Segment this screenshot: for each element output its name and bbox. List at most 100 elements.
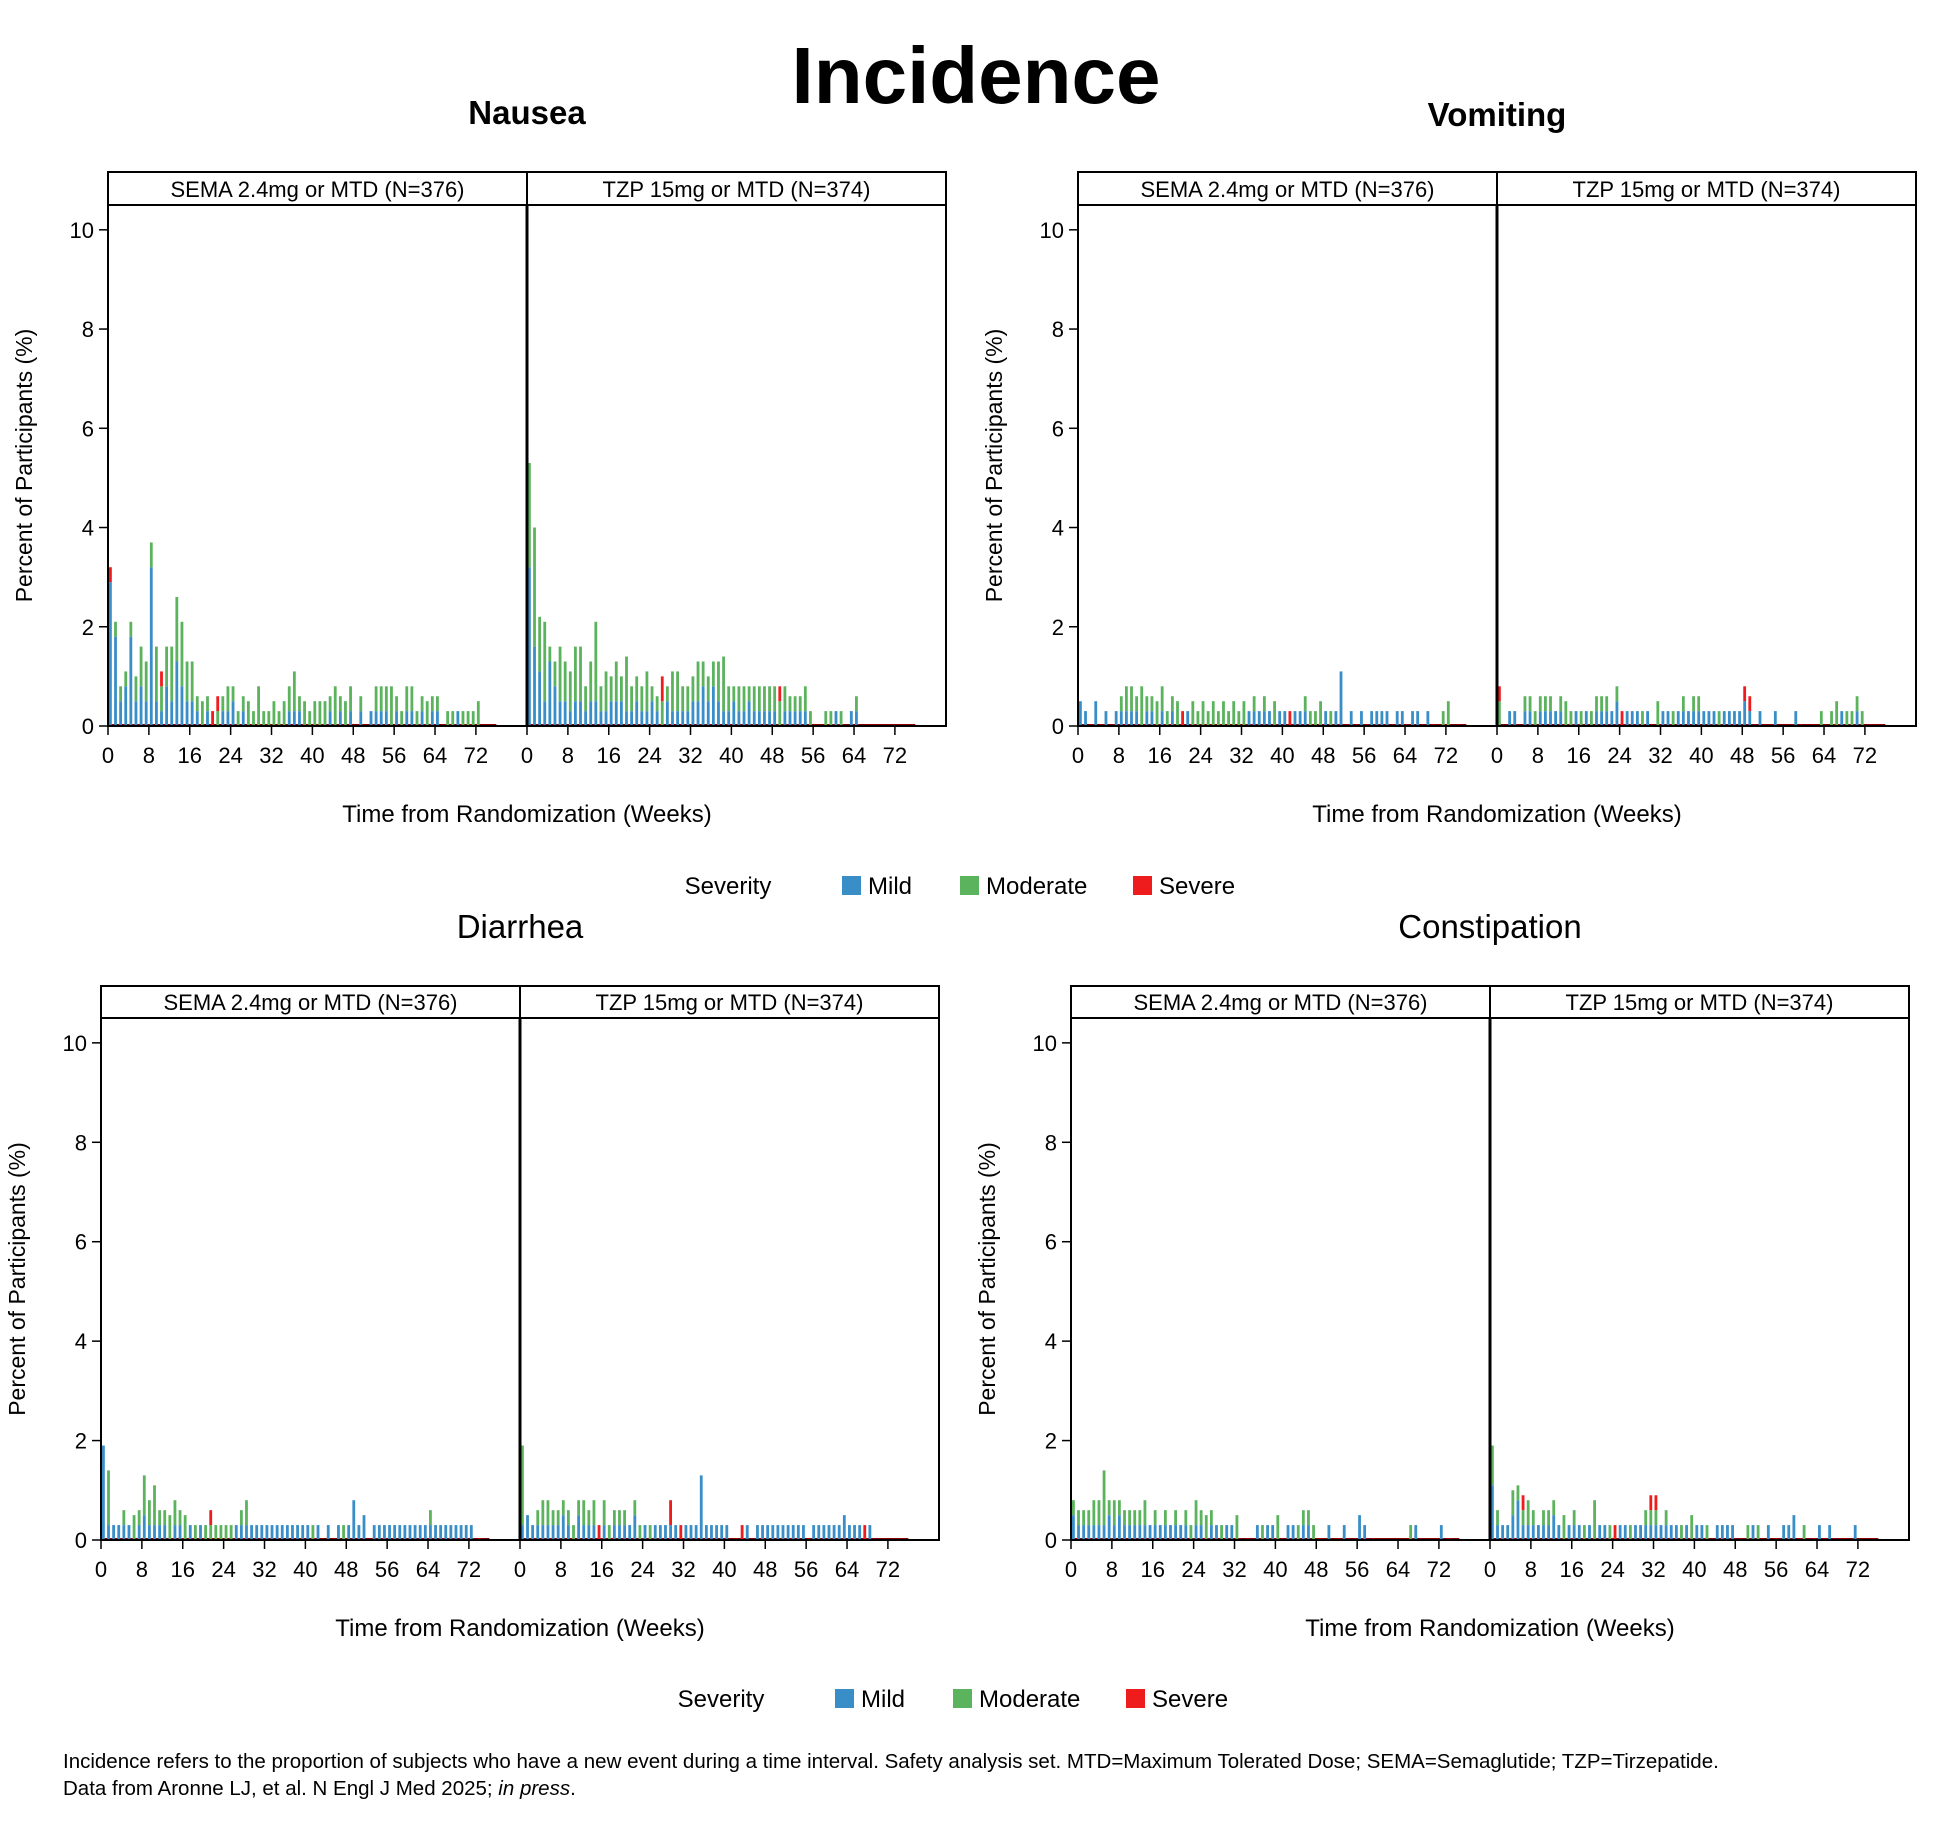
bar-segment-moderate <box>129 621 133 637</box>
bar-segment-moderate <box>1128 1510 1132 1526</box>
x-tick-label: 24 <box>1181 1557 1205 1582</box>
bar-segment-moderate <box>193 1525 197 1540</box>
bar-segment-mild <box>722 711 725 726</box>
bar-segment-mild <box>1252 711 1256 726</box>
bar-segment-moderate <box>311 1525 315 1540</box>
bar-segment-mild <box>226 711 230 726</box>
bar-segment-moderate <box>185 661 189 702</box>
bar-segment-mild <box>720 1525 724 1540</box>
bar-segment-mild <box>1731 1525 1734 1540</box>
bar-segment-mild <box>1828 1525 1832 1540</box>
bar-segment-mild <box>853 1525 856 1540</box>
x-tick-label: 24 <box>1188 743 1212 768</box>
bar-segment-mild <box>1363 1525 1367 1540</box>
bar-segment-moderate <box>1521 1510 1525 1526</box>
bar-segment-mild <box>188 1525 192 1540</box>
panel-header-label: SEMA 2.4mg or MTD (N=376) <box>1133 990 1427 1015</box>
bar-segment-mild <box>706 701 710 726</box>
bar-segment-mild <box>436 711 439 726</box>
bar-segment-moderate <box>147 1500 151 1526</box>
bar-segment-moderate <box>461 711 465 726</box>
bar-segment-moderate <box>778 701 782 726</box>
bar-segment-mild <box>170 701 174 726</box>
bar-segment-mild <box>855 711 858 726</box>
x-tick-label: 0 <box>1072 743 1084 768</box>
bar-segment-moderate <box>1160 686 1164 712</box>
bar-segment-mild <box>623 1525 627 1540</box>
x-tick-label: 56 <box>1352 743 1376 768</box>
bar-segment-mild <box>1291 1525 1295 1540</box>
x-tick-label: 40 <box>719 743 743 768</box>
bar-segment-mild <box>403 1525 407 1540</box>
bar-segment-mild <box>1715 1525 1719 1540</box>
bar-segment-mild <box>791 1525 795 1540</box>
bar-segment-mild <box>1230 1525 1234 1540</box>
bar-segment-mild <box>1174 1525 1178 1540</box>
bar-segment-moderate <box>204 1525 208 1540</box>
y-tick-label: 8 <box>1052 317 1064 342</box>
bar-segment-mild <box>430 711 434 726</box>
bar-segment-mild <box>1654 1525 1658 1540</box>
bar-segment-mild <box>701 686 705 726</box>
x-tick-label: 16 <box>597 743 621 768</box>
bar-segment-mild <box>543 701 547 726</box>
x-tick-label: 64 <box>1812 743 1836 768</box>
bar-segment-moderate <box>195 696 199 712</box>
bar-segment-mild <box>1697 711 1701 726</box>
bar-segment-mild <box>630 711 634 726</box>
bar-segment-moderate <box>1409 1525 1413 1540</box>
x-tick-label: 8 <box>1113 743 1125 768</box>
bar-segment-mild <box>528 567 531 726</box>
legend-label-severe: Severe <box>1159 873 1235 900</box>
bar-segment-mild <box>287 711 291 726</box>
bar-segment-mild <box>292 711 296 726</box>
bar-segment-mild <box>1215 1525 1218 1540</box>
bar-segment-moderate <box>1855 696 1859 712</box>
bar-segment-mild <box>1496 1525 1499 1540</box>
bar-segment-moderate <box>594 621 598 702</box>
bar-segment-mild <box>1584 711 1588 726</box>
bar-segment-moderate <box>1641 711 1644 726</box>
bar-segment-mild <box>1293 711 1297 726</box>
bar-segment-moderate <box>1130 686 1133 712</box>
bar-segment-moderate <box>528 463 531 568</box>
bar-segment-mild <box>1283 711 1287 726</box>
bar-segment-moderate <box>1273 701 1276 726</box>
bar-segment-moderate <box>236 711 240 726</box>
legend-top: Severity Mild Moderate Severe <box>685 873 1235 900</box>
bar-segment-mild <box>444 1525 448 1540</box>
bar-segment-mild <box>1247 711 1251 726</box>
bar-segment-mild <box>676 711 679 726</box>
bar-segment-moderate <box>1589 711 1593 726</box>
chart-title: Constipation <box>1398 908 1581 945</box>
bar-segment-moderate <box>1441 711 1445 726</box>
x-axis-label: Time from Randomization (Weeks) <box>335 1615 704 1642</box>
bar-segment-mild <box>285 1525 289 1540</box>
x-tick-label: 56 <box>1771 743 1795 768</box>
panel-tzp: TZP 15mg or MTD (N=374) 0 8 16 24 32 40 48 56 64 7… <box>1491 171 1917 768</box>
y-tick-label: 6 <box>1052 416 1064 441</box>
bar-segment-moderate <box>257 686 260 726</box>
bar-segment-moderate <box>1191 701 1195 726</box>
bar-segment-moderate <box>543 621 547 702</box>
bar-segment-moderate <box>645 671 649 712</box>
bar-segment-moderate <box>1308 711 1312 726</box>
bar-segment-mild <box>1077 1525 1080 1540</box>
panel-sema: SEMA 2.4mg or MTD (N=376) 0 8 16 24 32 40 48 56 6… <box>1065 985 1491 1582</box>
y-tick-label: 8 <box>1045 1130 1057 1155</box>
bar-segment-mild <box>599 711 603 726</box>
bar-segment-severe <box>1748 696 1752 712</box>
y-tick-label: 2 <box>75 1429 87 1454</box>
bar-segment-mild <box>1516 1500 1520 1540</box>
bar-segment-moderate <box>1746 1525 1750 1540</box>
y-axis-label: Percent of Participants (%) <box>4 1142 30 1416</box>
y-tick-label: 8 <box>75 1130 87 1155</box>
bar-segment-mild <box>650 701 654 726</box>
bar-segment-mild <box>1664 1525 1668 1540</box>
bar-segment-severe <box>1620 711 1624 726</box>
bar-segment-mild <box>822 1525 826 1540</box>
bar-segment-mild <box>752 711 756 726</box>
bar-segment-moderate <box>1850 711 1854 726</box>
bar-segment-mild <box>234 1525 238 1540</box>
